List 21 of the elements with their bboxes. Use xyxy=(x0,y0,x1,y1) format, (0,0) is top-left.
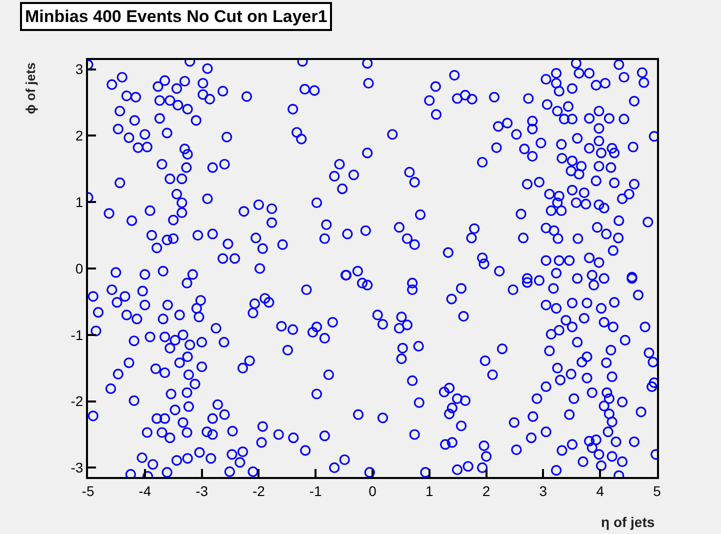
x-axis-title: η of jets xyxy=(601,514,655,530)
y-tick-label: -1 xyxy=(70,326,84,343)
x-tick-label: 4 xyxy=(596,482,604,499)
x-tick-label: -4 xyxy=(138,482,152,499)
y-axis-title: ϕ of jets xyxy=(23,62,38,114)
y-tick-label: -2 xyxy=(70,393,84,410)
x-tick-label: 1 xyxy=(426,482,434,499)
y-tick-label: 3 xyxy=(75,61,84,78)
x-tick-label: -2 xyxy=(252,482,266,499)
x-tick-label: -5 xyxy=(82,482,94,499)
x-tick-label: -3 xyxy=(196,482,208,499)
x-tick-label: 5 xyxy=(653,482,662,499)
chart-title: Minbias 400 Events No Cut on Layer1 xyxy=(25,7,328,26)
x-tick-label: -1 xyxy=(309,482,322,499)
y-tick-label: -3 xyxy=(70,460,84,476)
y-tick-label: 0 xyxy=(75,260,84,276)
y-tick-label: 2 xyxy=(75,128,84,144)
y-tick-label: 1 xyxy=(75,194,84,210)
x-tick-label: 3 xyxy=(539,482,548,499)
x-tick-label: 0 xyxy=(368,482,377,499)
x-tick-label: 2 xyxy=(482,482,490,499)
